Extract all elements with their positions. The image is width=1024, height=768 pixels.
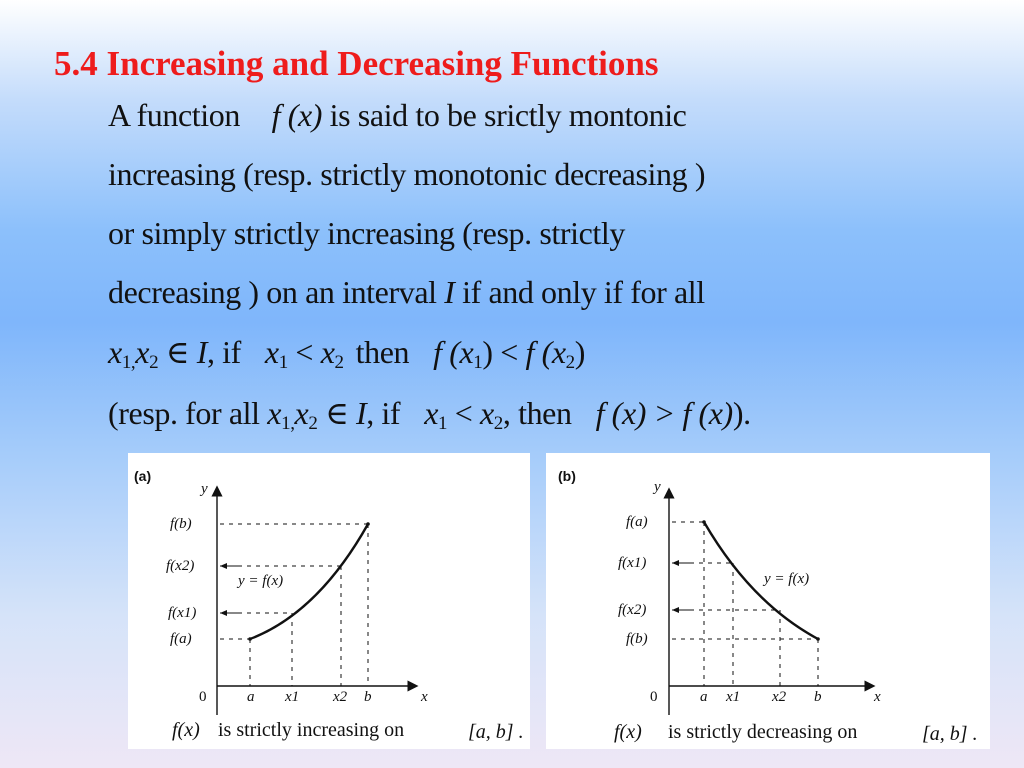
- point-a-end: [366, 522, 370, 526]
- ylabel-b-3: f(b): [626, 631, 648, 647]
- x-axis-label-b: x: [873, 689, 881, 705]
- line1-pre: A function: [108, 97, 240, 133]
- line5-f2s: 2: [565, 352, 576, 373]
- caption-a-text: is strictly increasing on: [218, 719, 404, 741]
- line6-then: , then: [502, 395, 572, 431]
- xlabel-b-2: x2: [771, 689, 787, 705]
- line5-x2: x: [135, 334, 150, 370]
- line5-x1: x: [108, 334, 122, 370]
- line1-post: is said to be srictly montonic: [329, 97, 687, 133]
- line6-x2: x: [294, 395, 309, 431]
- xlabel-b-3: b: [814, 689, 822, 705]
- body-line-6: (resp. for all x1,x2 ∈ I, if x1 < x2, the…: [108, 394, 751, 434]
- line6-if: , if: [366, 395, 401, 431]
- figure-a-increasing: (a) y x 0 f(b) f(x2) f(x1) f(a) a: [128, 453, 530, 749]
- line4-var: I: [444, 274, 455, 310]
- line5-s2: 2: [149, 352, 159, 373]
- ylabel-a-0: f(b): [170, 516, 192, 532]
- figure-a-graph: (a) y x 0 f(b) f(x2) f(x1) f(a) a: [134, 468, 524, 743]
- line6-b: x: [479, 395, 494, 431]
- line6-as: 1: [438, 413, 448, 434]
- line6-bs: 2: [493, 413, 504, 434]
- line5-bs: 2: [334, 352, 345, 373]
- ylabel-b-2: f(x2): [618, 602, 646, 618]
- ylabel-a-2: f(x1): [168, 605, 196, 621]
- line5-in: ∈: [158, 334, 197, 370]
- xlabel-a-1: x1: [284, 689, 299, 705]
- line6-end: ).: [732, 395, 751, 431]
- panel-label-b: (b): [558, 468, 576, 484]
- line5-a: x: [264, 334, 279, 370]
- figure-b-graph: (b) y x 0 f(a) f(x1) f(x2) f(b) a: [558, 468, 978, 745]
- line6-f1: f (x) > f (x): [595, 395, 734, 431]
- curve-label-b: y = f(x): [762, 571, 809, 587]
- caption-b-interval: [a, b] .: [922, 723, 978, 745]
- xlabel-b-0: a: [700, 689, 708, 705]
- x-axis-label-a: x: [420, 689, 428, 705]
- ylabel-a-3: f(a): [170, 631, 192, 647]
- line6-I: I: [355, 395, 367, 431]
- caption-a-interval: [a, b] .: [468, 721, 524, 743]
- line6-s2: 2: [308, 413, 318, 434]
- line6-in: ∈: [317, 395, 356, 431]
- body-line-3: or simply strictly increasing (resp. str…: [108, 215, 626, 251]
- line5-b: x: [320, 334, 335, 370]
- line5-f2: f (x: [525, 334, 566, 370]
- body-line-2: increasing (resp. strictly monotonic dec…: [108, 156, 706, 192]
- curve-label-a: y = f(x): [236, 573, 283, 589]
- line6-x1: x: [267, 395, 282, 431]
- line5-f1c: ) <: [482, 334, 526, 370]
- xlabel-a-3: b: [364, 689, 372, 705]
- line5-f2c: ): [574, 334, 586, 370]
- origin-a: 0: [199, 689, 207, 705]
- xlabel-a-0: a: [247, 689, 255, 705]
- line4-post: if and only if for all: [462, 274, 705, 310]
- line5-lt: <: [287, 334, 321, 370]
- ylabel-b-1: f(x1): [618, 555, 646, 571]
- caption-a-fx: f(x): [172, 719, 200, 741]
- y-axis-label-a: y: [199, 481, 208, 497]
- line6-lt: <: [447, 395, 480, 431]
- xlabel-b-1: x1: [725, 689, 740, 705]
- figure-b-decreasing: (b) y x 0 f(a) f(x1) f(x2) f(b) a: [546, 453, 990, 749]
- body-line-1: A function f (x) is said to be srictly m…: [108, 97, 687, 134]
- point-b-start: [702, 520, 706, 524]
- line5-then: then: [355, 334, 410, 370]
- caption-b-fx: f(x): [614, 721, 642, 743]
- line5-s1: 1,: [121, 352, 136, 373]
- line4-pre: decreasing ) on an interval: [108, 274, 437, 310]
- body-line-5: x1,x2 ∈ I, if x1 < x2 then f (x1) < f (x2): [108, 333, 586, 373]
- guides-a: [220, 523, 369, 686]
- line5-f1: f (x: [433, 334, 474, 370]
- point-b-end: [816, 637, 820, 641]
- curve-increasing: [249, 523, 370, 641]
- line6-a: x: [424, 395, 438, 431]
- curve-decreasing: [702, 521, 819, 641]
- line6-s1: 1,: [281, 413, 295, 434]
- point-a-start: [248, 637, 252, 641]
- line5-as: 1: [278, 352, 289, 373]
- line5-f1s: 1: [473, 352, 483, 373]
- panel-label-a: (a): [134, 468, 151, 484]
- xlabel-a-2: x2: [332, 689, 348, 705]
- body-line-4: decreasing ) on an interval I if and onl…: [108, 274, 705, 311]
- caption-b-text: is strictly decreasing on: [668, 721, 857, 743]
- line1-fx: f (x): [271, 97, 323, 133]
- slide-title: 5.4 Increasing and Decreasing Functions: [54, 44, 659, 83]
- ylabel-b-0: f(a): [626, 514, 648, 530]
- line5-I: I: [196, 334, 208, 370]
- line6-pre: (resp. for all: [108, 395, 260, 431]
- guides-b: [672, 521, 819, 686]
- line5-if: , if: [206, 334, 241, 370]
- y-axis-label-b: y: [652, 479, 661, 495]
- ylabel-a-1: f(x2): [166, 558, 194, 574]
- origin-b: 0: [650, 689, 658, 705]
